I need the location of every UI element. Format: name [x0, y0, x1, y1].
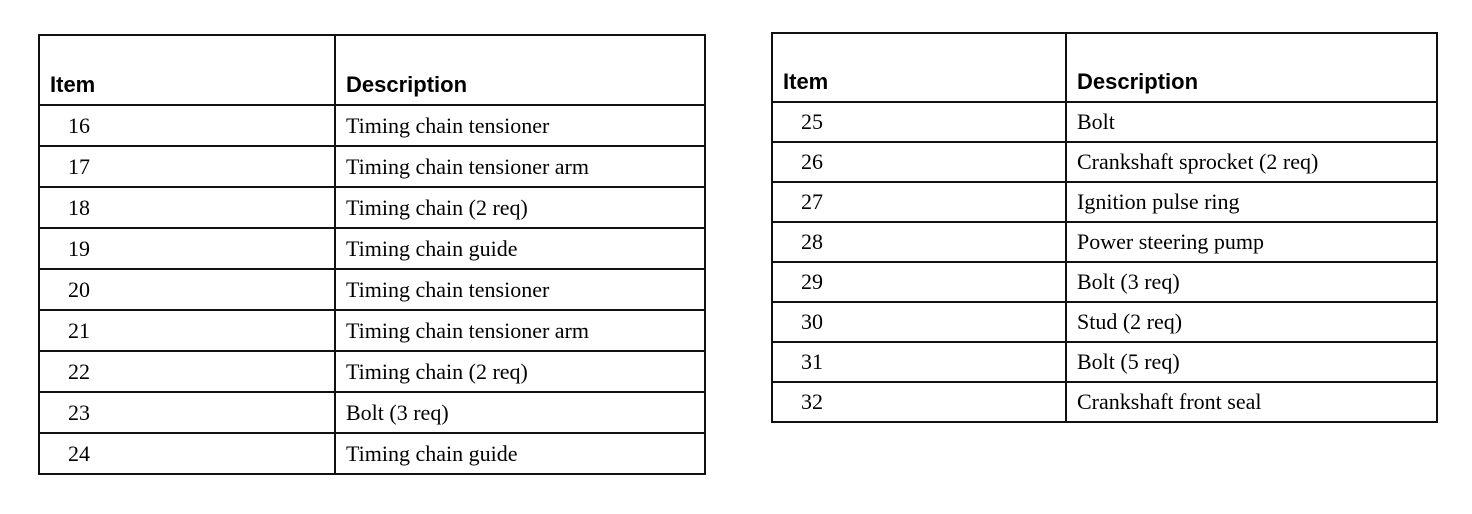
item-number: 26 — [771, 141, 1067, 183]
table-row: 21 Timing chain tensioner arm — [38, 309, 706, 352]
item-number: 27 — [771, 181, 1067, 223]
table-row: 25 Bolt — [771, 101, 1438, 143]
item-description: Stud (2 req) — [1065, 301, 1438, 343]
table-row: 30 Stud (2 req) — [771, 301, 1438, 343]
item-number: 17 — [38, 145, 336, 188]
header-row: Item Description — [38, 34, 706, 106]
item-description: Bolt (5 req) — [1065, 341, 1438, 383]
table-row: 24 Timing chain guide — [38, 432, 706, 475]
item-description: Timing chain guide — [334, 227, 706, 270]
column-header-item: Item — [38, 34, 336, 106]
item-number: 31 — [771, 341, 1067, 383]
item-number: 30 — [771, 301, 1067, 343]
table-row: 18 Timing chain (2 req) — [38, 186, 706, 229]
item-description: Power steering pump — [1065, 221, 1438, 263]
item-number: 19 — [38, 227, 336, 270]
table-row: 20 Timing chain tensioner — [38, 268, 706, 311]
item-description: Timing chain tensioner — [334, 268, 706, 311]
item-description: Bolt (3 req) — [1065, 261, 1438, 303]
item-description: Timing chain guide — [334, 432, 706, 475]
item-description: Ignition pulse ring — [1065, 181, 1438, 223]
item-number: 16 — [38, 104, 336, 147]
item-number: 18 — [38, 186, 336, 229]
header-row: Item Description — [771, 32, 1438, 103]
column-header-description: Description — [1065, 32, 1438, 103]
item-description: Timing chain tensioner arm — [334, 145, 706, 188]
table-row: 31 Bolt (5 req) — [771, 341, 1438, 383]
table-row: 19 Timing chain guide — [38, 227, 706, 270]
item-description: Timing chain tensioner arm — [334, 309, 706, 352]
parts-table-left: Item Description 16 Timing chain tensione… — [38, 34, 706, 475]
table-row: 23 Bolt (3 req) — [38, 391, 706, 434]
item-description: Timing chain tensioner — [334, 104, 706, 147]
column-header-item: Item — [771, 32, 1067, 103]
item-description: Crankshaft front seal — [1065, 381, 1438, 423]
item-number: 22 — [38, 350, 336, 393]
table-row: 32 Crankshaft front seal — [771, 381, 1438, 423]
parts-table-right: Item Description 25 Bolt 26 Crankshaft spro… — [771, 32, 1438, 423]
item-description: Timing chain (2 req) — [334, 350, 706, 393]
table-row: 28 Power steering pump — [771, 221, 1438, 263]
table-row: 26 Crankshaft sprocket (2 req) — [771, 141, 1438, 183]
item-description: Timing chain (2 req) — [334, 186, 706, 229]
column-header-description: Description — [334, 34, 706, 106]
item-number: 21 — [38, 309, 336, 352]
item-number: 25 — [771, 101, 1067, 143]
item-number: 23 — [38, 391, 336, 434]
item-number: 28 — [771, 221, 1067, 263]
item-number: 24 — [38, 432, 336, 475]
table-row: 27 Ignition pulse ring — [771, 181, 1438, 223]
table-row: 22 Timing chain (2 req) — [38, 350, 706, 393]
table-row: 17 Timing chain tensioner arm — [38, 145, 706, 188]
item-number: 32 — [771, 381, 1067, 423]
item-description: Bolt — [1065, 101, 1438, 143]
item-number: 20 — [38, 268, 336, 311]
table-row: 29 Bolt (3 req) — [771, 261, 1438, 303]
item-number: 29 — [771, 261, 1067, 303]
item-description: Bolt (3 req) — [334, 391, 706, 434]
item-description: Crankshaft sprocket (2 req) — [1065, 141, 1438, 183]
table-row: 16 Timing chain tensioner — [38, 104, 706, 147]
